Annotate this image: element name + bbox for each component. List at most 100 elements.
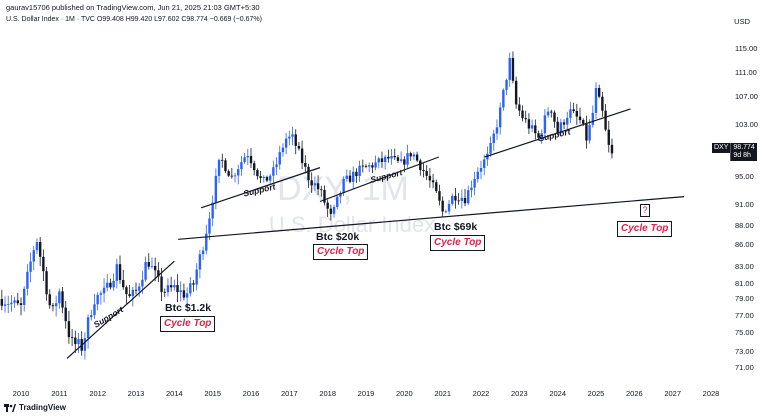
candle-body xyxy=(294,134,297,146)
candle-body xyxy=(166,285,170,293)
price-tick-label: 79.00 xyxy=(735,294,754,303)
time-tick-label: 2026 xyxy=(625,389,643,398)
candle-body xyxy=(428,175,432,181)
candle-body xyxy=(67,321,71,338)
time-tick-label: 2016 xyxy=(242,389,260,398)
candle xyxy=(134,282,138,295)
candle xyxy=(374,155,377,171)
candle-body xyxy=(482,159,486,169)
candle-body xyxy=(300,148,304,163)
candle-body xyxy=(463,197,467,204)
candle-body xyxy=(451,195,454,204)
trend-lines xyxy=(66,108,685,359)
candle xyxy=(553,110,556,128)
candle xyxy=(122,269,125,290)
candle xyxy=(32,245,35,271)
time-tick-label: 2023 xyxy=(510,389,528,398)
tradingview-brand: TradingView xyxy=(19,403,66,412)
candle xyxy=(61,286,64,314)
candle-body xyxy=(431,180,435,183)
candle-body xyxy=(457,200,460,202)
support-trend-line[interactable] xyxy=(484,108,631,158)
support-trend-line[interactable] xyxy=(66,260,175,359)
candle xyxy=(157,262,160,283)
candle-body xyxy=(438,191,441,201)
time-tick-label: 2012 xyxy=(89,389,106,398)
tradingview-footer[interactable]: TradingView xyxy=(4,403,66,412)
candle-body xyxy=(99,293,103,295)
candle xyxy=(588,119,591,144)
candle-body xyxy=(19,303,23,305)
currency-label[interactable]: USD xyxy=(734,17,750,26)
cycle-top-trend-line[interactable] xyxy=(178,196,685,240)
candle-body xyxy=(505,79,508,90)
price-tick-label: 88.00 xyxy=(735,221,754,230)
price-badge-values: 98.774 9d 8h xyxy=(730,143,757,161)
candle xyxy=(524,110,527,123)
candle-body xyxy=(396,157,400,161)
candle-body xyxy=(233,175,237,177)
cycle-top-box-1: Cycle Top xyxy=(160,316,216,332)
price-badge-value: 98.774 xyxy=(733,144,755,151)
candle xyxy=(35,238,39,255)
candle xyxy=(534,119,537,140)
candle-body xyxy=(153,266,157,271)
time-tick-label: 2013 xyxy=(127,389,145,398)
price-tick-label: 115.00 xyxy=(735,44,758,53)
candle xyxy=(211,195,214,227)
candle-body xyxy=(329,208,333,214)
candle xyxy=(419,158,422,176)
candle xyxy=(495,119,499,140)
candle xyxy=(189,277,192,297)
candle-body xyxy=(252,163,256,171)
candle xyxy=(64,300,67,329)
candle-body xyxy=(435,182,438,192)
candle xyxy=(137,283,141,297)
candle-body xyxy=(262,176,265,178)
candle-body xyxy=(476,171,480,180)
candle xyxy=(112,273,115,291)
candle xyxy=(208,211,211,241)
candle xyxy=(163,288,166,297)
candle-body xyxy=(313,183,317,186)
candle-body xyxy=(336,196,339,207)
candle xyxy=(70,328,74,347)
candle xyxy=(415,151,419,163)
candle xyxy=(224,158,227,174)
candle xyxy=(147,253,150,270)
candle xyxy=(169,276,173,292)
candle-body xyxy=(419,160,422,171)
candle-body xyxy=(201,250,205,255)
candle xyxy=(540,129,543,144)
candle xyxy=(377,156,380,169)
candle-body xyxy=(243,157,246,163)
candle-body xyxy=(521,110,524,119)
candle-body xyxy=(320,189,323,191)
candle xyxy=(518,97,521,116)
candle-body xyxy=(316,183,320,190)
candle-body xyxy=(173,285,176,288)
candle xyxy=(470,180,473,198)
candle xyxy=(479,160,483,180)
candle-body xyxy=(601,96,604,111)
candle xyxy=(316,175,320,196)
candle-body xyxy=(345,175,349,179)
candle xyxy=(307,163,310,188)
candle xyxy=(313,176,317,191)
candle xyxy=(227,169,230,178)
candle-body xyxy=(553,112,556,122)
candle-body xyxy=(361,165,365,167)
price-tick-label: 107.00 xyxy=(735,92,758,101)
support-trend-line[interactable] xyxy=(319,156,440,203)
candle-body xyxy=(524,118,527,120)
candle xyxy=(345,169,349,182)
candle-body xyxy=(403,159,406,165)
candle-body xyxy=(473,179,476,188)
time-tick-label: 2020 xyxy=(395,389,413,398)
candle-body xyxy=(377,158,380,163)
candle-body xyxy=(534,125,537,134)
candle-body xyxy=(326,202,329,209)
candle-body xyxy=(70,337,74,338)
support-trend-line[interactable] xyxy=(200,167,321,209)
